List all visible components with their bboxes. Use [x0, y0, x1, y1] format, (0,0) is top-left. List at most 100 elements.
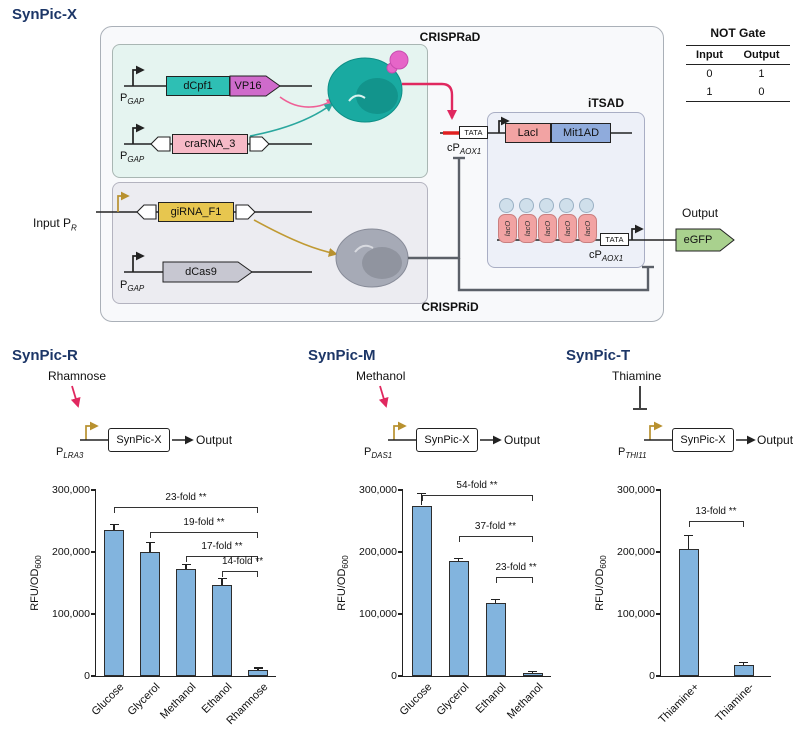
crarna-gene: craRNA_3: [172, 134, 248, 154]
output-label-t: Output: [757, 433, 794, 447]
bar: [176, 569, 196, 676]
crispri-module-box: [112, 182, 428, 304]
bar: [248, 669, 268, 676]
significance-bracket: [421, 494, 533, 501]
error-bar-cap: [454, 557, 463, 559]
y-tick-mark: [656, 675, 661, 677]
error-bar-cap: [145, 542, 155, 544]
laci-mit1ad-protein-icon: [559, 198, 574, 213]
y-axis-title-t: RFU/OD600: [593, 555, 609, 611]
error-bar-cap: [739, 661, 748, 663]
error-bar: [420, 493, 423, 506]
output-label-r: Output: [196, 433, 233, 447]
error-bar: [531, 671, 534, 673]
laci-gene: LacI: [505, 123, 551, 143]
y-tick-mark: [398, 489, 403, 491]
significance-label: 54-fold **: [456, 479, 498, 491]
significance-bracket: [458, 535, 533, 542]
pgap-label-2: PGAP: [120, 150, 145, 165]
error-bar-cap: [217, 578, 227, 580]
dcas9-gene-label: dCas9: [185, 266, 217, 278]
error-bar: [494, 599, 497, 603]
y-tick-label: 300,000: [52, 483, 90, 496]
significance-bracket: [186, 555, 258, 562]
significance-bracket: [222, 570, 258, 577]
error-bar: [113, 524, 115, 531]
rhamnose-induction-arrow: [70, 385, 81, 408]
plra3-label: PLRA3: [56, 446, 84, 461]
y-tick-label: 0: [391, 669, 397, 682]
y-axis-title-r: RFU/OD600: [28, 555, 44, 611]
output-label-m: Output: [504, 433, 541, 447]
error-bar: [742, 662, 745, 665]
error-bar: [257, 667, 259, 670]
significance-bracket: [688, 521, 744, 527]
truth-cell: 1: [758, 68, 765, 80]
pthi11-promoter-arrow: [649, 421, 663, 440]
laco-site: lacO: [498, 214, 517, 243]
error-bar: [687, 535, 690, 549]
bar-chart-r: 0 100,000 200,000 300,000 Glucose Glycerol Met…: [52, 484, 276, 727]
significance-label: 14-fold **: [222, 555, 264, 567]
y-tick-mark: [398, 551, 403, 553]
significance-label: 23-fold **: [165, 492, 207, 504]
y-tick-label: 100,000: [359, 607, 397, 620]
significance-bracket: [114, 507, 258, 514]
crispra-module-box: [112, 44, 428, 178]
error-bar-cap: [684, 534, 693, 536]
vp16-gene-label: VP16: [234, 80, 262, 92]
significance-bracket: [495, 576, 533, 583]
bar: [104, 530, 124, 676]
error-bar-cap: [491, 599, 500, 601]
panel-r-title: SynPic-R: [12, 347, 78, 364]
bar: [678, 548, 699, 676]
x-axis-label: Thiamine-: [712, 681, 756, 725]
not-gate-title: NOT Gate: [710, 26, 766, 40]
x-axis-label: Glucose: [89, 681, 127, 719]
y-tick-label: 300,000: [359, 483, 397, 496]
bar: [140, 552, 160, 676]
error-bar-cap: [417, 492, 426, 494]
error-bar-cap: [181, 563, 191, 565]
significance-label: 23-fold **: [495, 561, 537, 573]
cpaox1-label-1: cPAOX1: [447, 142, 482, 157]
error-bar-cap: [528, 671, 537, 673]
tata-box-2: TATA: [600, 233, 629, 246]
significance-label: 19-fold **: [183, 517, 225, 529]
error-bar: [221, 578, 223, 585]
bar-chart-m: 0 100,000 200,000 300,000 Glucose Glycerol Eth…: [359, 480, 551, 721]
y-tick-mark: [656, 613, 661, 615]
panel-t-title: SynPic-T: [566, 347, 631, 364]
y-tick-label: 300,000: [617, 483, 655, 496]
y-tick-mark: [91, 489, 96, 491]
girna-gene: giRNA_F1: [158, 202, 234, 222]
plra3-promoter-arrow: [85, 421, 99, 440]
truth-header-output: Output: [732, 45, 790, 65]
bar: [212, 584, 232, 676]
y-tick-label: 0: [649, 669, 655, 682]
laci-mit1ad-protein-icon: [519, 198, 534, 213]
bar: [733, 664, 754, 676]
truth-header-input: Input: [686, 45, 733, 65]
significance-label: 37-fold **: [474, 520, 517, 532]
y-tick-mark: [398, 675, 403, 677]
bar: [411, 505, 432, 676]
mit1ad-gene: Mit1AD: [551, 123, 611, 143]
pthi11-label: PTHI11: [618, 446, 647, 461]
bar: [448, 560, 469, 676]
pdas1-label: PDAS1: [364, 446, 393, 461]
significance-label: 17-fold **: [201, 540, 243, 552]
y-tick-mark: [656, 489, 661, 491]
crispra-label: CRISPRaD: [419, 30, 481, 44]
synpicx-module-box-m: SynPic-X: [416, 428, 478, 452]
y-tick-label: 200,000: [52, 545, 90, 558]
pgap-label-1: PGAP: [120, 92, 145, 107]
input-pr-label: Input PR: [33, 216, 77, 233]
error-bar-cap: [109, 523, 119, 525]
error-bar-cap: [253, 667, 263, 669]
y-tick-label: 200,000: [617, 545, 655, 558]
bar: [485, 602, 506, 676]
error-bar: [185, 564, 187, 570]
laco-site: lacO: [578, 214, 597, 243]
